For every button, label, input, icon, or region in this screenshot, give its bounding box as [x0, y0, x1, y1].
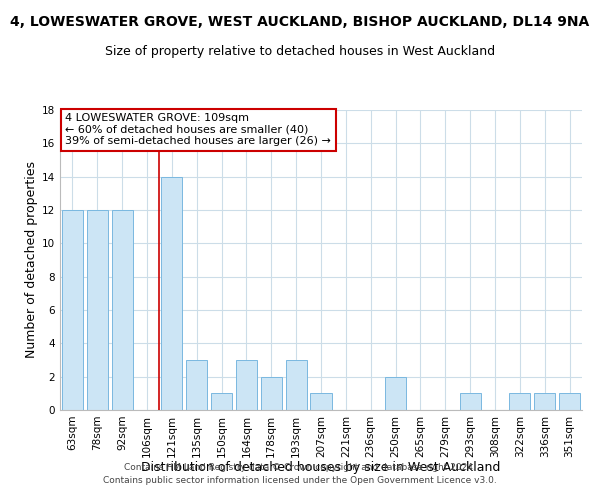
Bar — [460, 394, 481, 410]
Text: Contains HM Land Registry data © Crown copyright and database right 2024.
Contai: Contains HM Land Registry data © Crown c… — [103, 464, 497, 485]
Bar — [534, 394, 555, 410]
Bar — [261, 376, 282, 410]
Bar — [310, 394, 332, 410]
X-axis label: Distribution of detached houses by size in West Auckland: Distribution of detached houses by size … — [142, 461, 500, 474]
Bar — [385, 376, 406, 410]
Bar — [211, 394, 232, 410]
Text: Size of property relative to detached houses in West Auckland: Size of property relative to detached ho… — [105, 45, 495, 58]
Text: 4 LOWESWATER GROVE: 109sqm
← 60% of detached houses are smaller (40)
39% of semi: 4 LOWESWATER GROVE: 109sqm ← 60% of deta… — [65, 113, 331, 146]
Bar — [509, 394, 530, 410]
Bar — [559, 394, 580, 410]
Bar — [87, 210, 108, 410]
Bar — [286, 360, 307, 410]
Bar — [62, 210, 83, 410]
Bar — [186, 360, 207, 410]
Y-axis label: Number of detached properties: Number of detached properties — [25, 162, 38, 358]
Text: 4, LOWESWATER GROVE, WEST AUCKLAND, BISHOP AUCKLAND, DL14 9NA: 4, LOWESWATER GROVE, WEST AUCKLAND, BISH… — [10, 15, 590, 29]
Bar — [112, 210, 133, 410]
Bar — [161, 176, 182, 410]
Bar — [236, 360, 257, 410]
